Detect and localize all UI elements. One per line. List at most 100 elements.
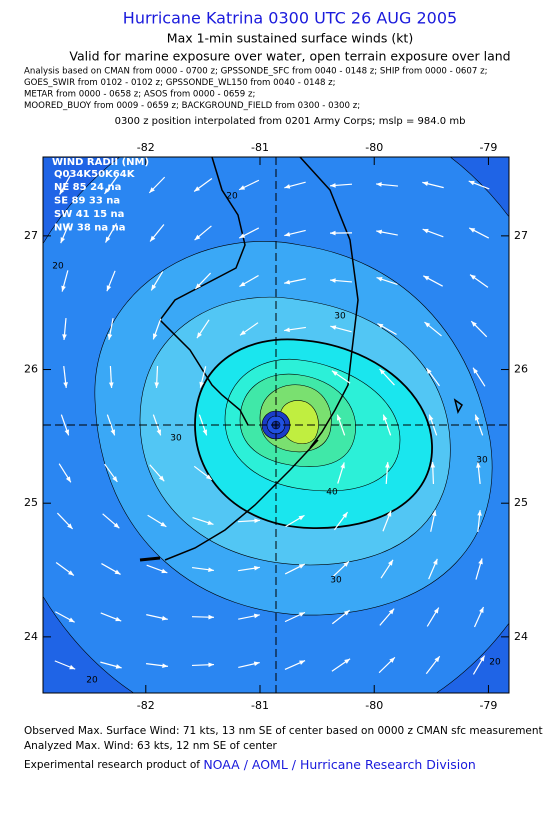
wind-vector-head — [63, 382, 68, 388]
wind-vector-head — [110, 429, 116, 436]
wind-vector-head — [115, 616, 122, 622]
x-tick-label: -82 — [137, 141, 155, 154]
wind-vector-head — [330, 278, 336, 283]
wind-vector-head — [330, 183, 336, 188]
wind-vector-head — [479, 606, 484, 613]
wind-vector-head — [376, 229, 383, 235]
wind-vector-head — [388, 559, 394, 566]
wind-vector-head — [340, 462, 345, 469]
wind-vector-head — [114, 569, 121, 575]
wind-radii-row: SW 41 15 na — [54, 209, 124, 220]
analysis-line: METAR from 0000 - 0658 z; ASOS from 0000… — [24, 90, 255, 100]
wind-vector-head — [253, 613, 260, 619]
title: Hurricane Katrina 0300 UTC 26 AUG 2005 — [123, 9, 457, 28]
wind-vector-head — [377, 323, 384, 329]
wind-vector-head — [69, 664, 76, 670]
wind-vector-head — [194, 234, 201, 241]
wind-vector-head — [342, 512, 348, 518]
wind-vector-head — [385, 462, 390, 468]
wind-vector-head — [254, 518, 260, 523]
wind-vector-head — [113, 522, 120, 529]
wind-vector-head — [431, 510, 437, 517]
x-tick-label: -79 — [479, 699, 497, 712]
wind-vector-head — [67, 523, 73, 529]
wind-vector-head — [199, 381, 204, 388]
wind-vector-head — [433, 558, 438, 565]
wind-vector-head — [382, 414, 388, 421]
wind-vector-head — [424, 322, 431, 328]
wind-vector-head — [477, 510, 482, 516]
x-tick-label: -79 — [479, 141, 497, 154]
wind-vector-head — [376, 182, 382, 187]
wind-vector-head — [161, 568, 168, 574]
wind-vector-head — [379, 368, 386, 375]
wind-vector-head — [254, 565, 260, 571]
wind-vector-head — [160, 521, 167, 527]
valid-note: Valid for marine exposure over water, op… — [69, 49, 510, 64]
observed-note: Observed Max. Surface Wind: 71 kts, 13 n… — [24, 725, 543, 737]
wind-vector-head — [239, 330, 246, 336]
wind-vector-head — [59, 188, 65, 195]
wind-vector-head — [284, 327, 290, 333]
wind-vector-head — [330, 230, 336, 236]
wind-vector-head — [68, 617, 75, 623]
wind-vector-head — [208, 567, 214, 573]
link[interactable]: NOAA / AOML / Hurricane Research Divisio… — [203, 757, 475, 772]
wind-vector-head — [343, 561, 349, 567]
contour-label: 30 — [476, 456, 488, 466]
contour-label: 20 — [226, 192, 238, 202]
wind-vector-head — [149, 187, 155, 193]
wind-vector-head — [428, 414, 434, 421]
wind-vector-head — [156, 429, 162, 436]
wind-vector-head — [195, 283, 201, 289]
wind-vector-head — [468, 180, 475, 186]
wind-radii-row: SE 89 33 na — [54, 196, 120, 207]
wind-vector-head — [422, 228, 429, 234]
wind-vector-head — [284, 184, 291, 189]
wind-vector-head — [65, 476, 71, 483]
wind-vector-head — [298, 612, 305, 617]
contour-label: 40 — [326, 488, 338, 498]
wind-vector-head — [194, 186, 200, 192]
y-tick-label: 24 — [514, 630, 528, 643]
wind-vector-head — [106, 285, 112, 292]
x-tick-label: -81 — [251, 699, 269, 712]
y-tick-label: 26 — [24, 363, 38, 376]
wind-vector-head — [62, 334, 67, 340]
contour-label: 30 — [330, 576, 342, 586]
wind-vector-head — [158, 475, 165, 482]
wind-vector-head — [108, 382, 114, 388]
wind-vector-head — [479, 655, 485, 662]
analysis-line: Analysis based on CMAN from 0000 - 0700 … — [24, 67, 487, 77]
subtitle: Max 1-min sustained surface winds (kt) — [167, 31, 413, 46]
wind-vector-head — [205, 474, 212, 480]
wind-vector-head — [239, 233, 246, 239]
x-tick-label: -82 — [137, 699, 155, 712]
wind-vector-head — [386, 510, 392, 517]
wind-vector-head — [434, 656, 440, 663]
wind-vector-head — [376, 277, 383, 282]
wind-radii-row: NW 38 na na — [54, 223, 126, 234]
wind-vector-head — [151, 284, 157, 291]
contour-label: 20 — [86, 676, 98, 686]
wind-vector-head — [473, 367, 479, 374]
wind-vector-head — [298, 515, 305, 521]
wind-vector-head — [430, 462, 436, 468]
wind-vector-head — [389, 657, 395, 663]
analysis-line: GOES_SWIR from 0102 - 0102 z; GPSSONDE_W… — [24, 78, 336, 88]
credit: Experimental research product of NOAA / … — [24, 757, 476, 772]
wind-vector-head — [208, 662, 214, 668]
y-tick-label: 27 — [514, 229, 528, 242]
y-tick-label: 25 — [514, 496, 528, 509]
wind-vector-head — [476, 462, 481, 468]
wind-vector-head — [343, 610, 350, 616]
analysis-line: MOORED_BUOY from 0009 - 0659 z; BACKGROU… — [24, 101, 360, 111]
wind-vector-head — [344, 658, 351, 664]
wind-vector-head — [331, 370, 338, 376]
y-tick-label: 24 — [24, 630, 38, 643]
wind-radii-header: Q034K50K64K — [54, 169, 136, 180]
wind-vector-head — [154, 382, 160, 388]
wind-vector-head — [150, 235, 156, 242]
wind-vector-head — [112, 476, 118, 482]
wind-vector-head — [60, 237, 66, 244]
